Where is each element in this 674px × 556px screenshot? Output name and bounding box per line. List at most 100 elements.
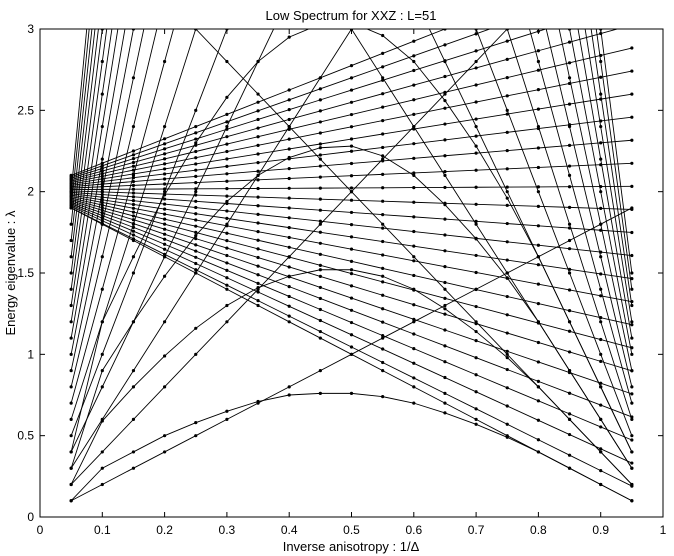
band-series-point [163, 167, 167, 171]
band-series-point [131, 149, 136, 153]
fan-down-series-point [474, 125, 478, 129]
fan-down-series-point [599, 255, 603, 259]
band-series-point [225, 231, 229, 235]
fan-down-series-point [287, 320, 291, 324]
band-series-point [567, 164, 572, 168]
band-series-point [287, 304, 291, 308]
band-series-point [381, 293, 385, 297]
band-series-point [256, 186, 260, 191]
band-series-point [194, 156, 198, 160]
band-series-point [163, 152, 167, 156]
x-tick-label: 0.1 [94, 523, 111, 537]
band-series-point [256, 299, 260, 303]
band-series-point [225, 179, 229, 183]
band-series-point [505, 349, 509, 353]
band-series-point [536, 107, 541, 111]
band-series-point [287, 235, 291, 240]
band-series-point [287, 147, 291, 151]
fan-up-series-point [131, 466, 136, 470]
band-series-point [225, 253, 229, 258]
arc-series-point [318, 268, 322, 272]
fan-down-series-point [225, 287, 229, 291]
band-series-point [318, 98, 322, 102]
fan-up-series-point [69, 417, 73, 421]
band-series-point [505, 148, 509, 153]
arc-series-point [536, 320, 541, 324]
band-series-point [412, 376, 416, 380]
band-series-point [474, 49, 478, 53]
band-series-point [225, 216, 229, 220]
band-series-point [475, 15, 478, 18]
arc-series-point [225, 199, 229, 204]
arc-series-point [163, 193, 167, 197]
arc-series-point [474, 329, 478, 334]
arc-series-point [412, 59, 416, 64]
band-series-point [599, 163, 603, 167]
band-series-point [100, 195, 104, 199]
fan-down-series-point [599, 59, 603, 64]
band-series-point [318, 76, 322, 80]
band-series-point [506, 3, 509, 6]
arc-series-point [194, 326, 198, 330]
fan-up-series-point [100, 287, 104, 291]
band-series-point [256, 264, 260, 268]
fan-up-series-point [131, 76, 136, 80]
band-series-point [381, 213, 385, 217]
band-series-point [100, 200, 104, 205]
arc-series-point [381, 395, 385, 399]
band-series-point [256, 221, 260, 225]
band-series-point [381, 65, 385, 69]
band-series-point [381, 186, 385, 190]
fan-up-series-point [225, 125, 229, 129]
band-series-point [287, 167, 291, 171]
fan-up-series-point [69, 271, 73, 275]
band-series-point [412, 259, 416, 263]
band-series-point [287, 127, 291, 131]
arc-series-point [381, 154, 385, 158]
band-series-point [100, 166, 104, 171]
band-series-point [100, 161, 104, 165]
band-series-point [505, 112, 509, 116]
band-series-point [599, 403, 603, 407]
band-series-point [381, 145, 385, 150]
band-series-point [505, 258, 509, 262]
x-tick-label: 0.5 [343, 523, 360, 537]
fan-down-series-point [381, 222, 385, 226]
band-series-point [474, 66, 478, 70]
band-series-point [100, 211, 104, 215]
fan-down-series-point [599, 157, 603, 161]
fan-down-series-point [256, 92, 260, 96]
band-series-point [599, 75, 603, 79]
band-series-point [100, 190, 104, 194]
band-series-point [256, 135, 260, 139]
band-series-point [194, 193, 198, 197]
band-series-point [256, 161, 260, 165]
band-series-point [163, 172, 167, 176]
band-series-point [505, 404, 509, 408]
band-series-point [567, 247, 572, 251]
arc-series-point [131, 385, 136, 389]
band-series-point [536, 379, 541, 383]
fan-down-series-point [630, 401, 634, 405]
band-series-point [568, 0, 571, 2]
fan-down-series-point [599, 352, 603, 356]
band-series-point [630, 276, 634, 281]
band-series-point [318, 230, 322, 234]
band-series-point [443, 375, 447, 380]
band-series-point [256, 238, 260, 242]
arc-series-point [599, 417, 603, 421]
band-series-point [131, 176, 136, 180]
band-series-point [163, 227, 167, 231]
fan-up-series-point [194, 108, 198, 112]
band-series-point [318, 274, 322, 278]
fan-up-series-point [69, 255, 73, 259]
band-series-point [505, 94, 509, 98]
fan-up-series-point [69, 352, 73, 356]
band-series-point [349, 308, 354, 312]
band-series-point [474, 287, 478, 292]
arc-series-point [69, 499, 73, 503]
band-series-point [131, 206, 136, 210]
band-series-point [474, 373, 478, 377]
band-series-point [256, 247, 260, 251]
